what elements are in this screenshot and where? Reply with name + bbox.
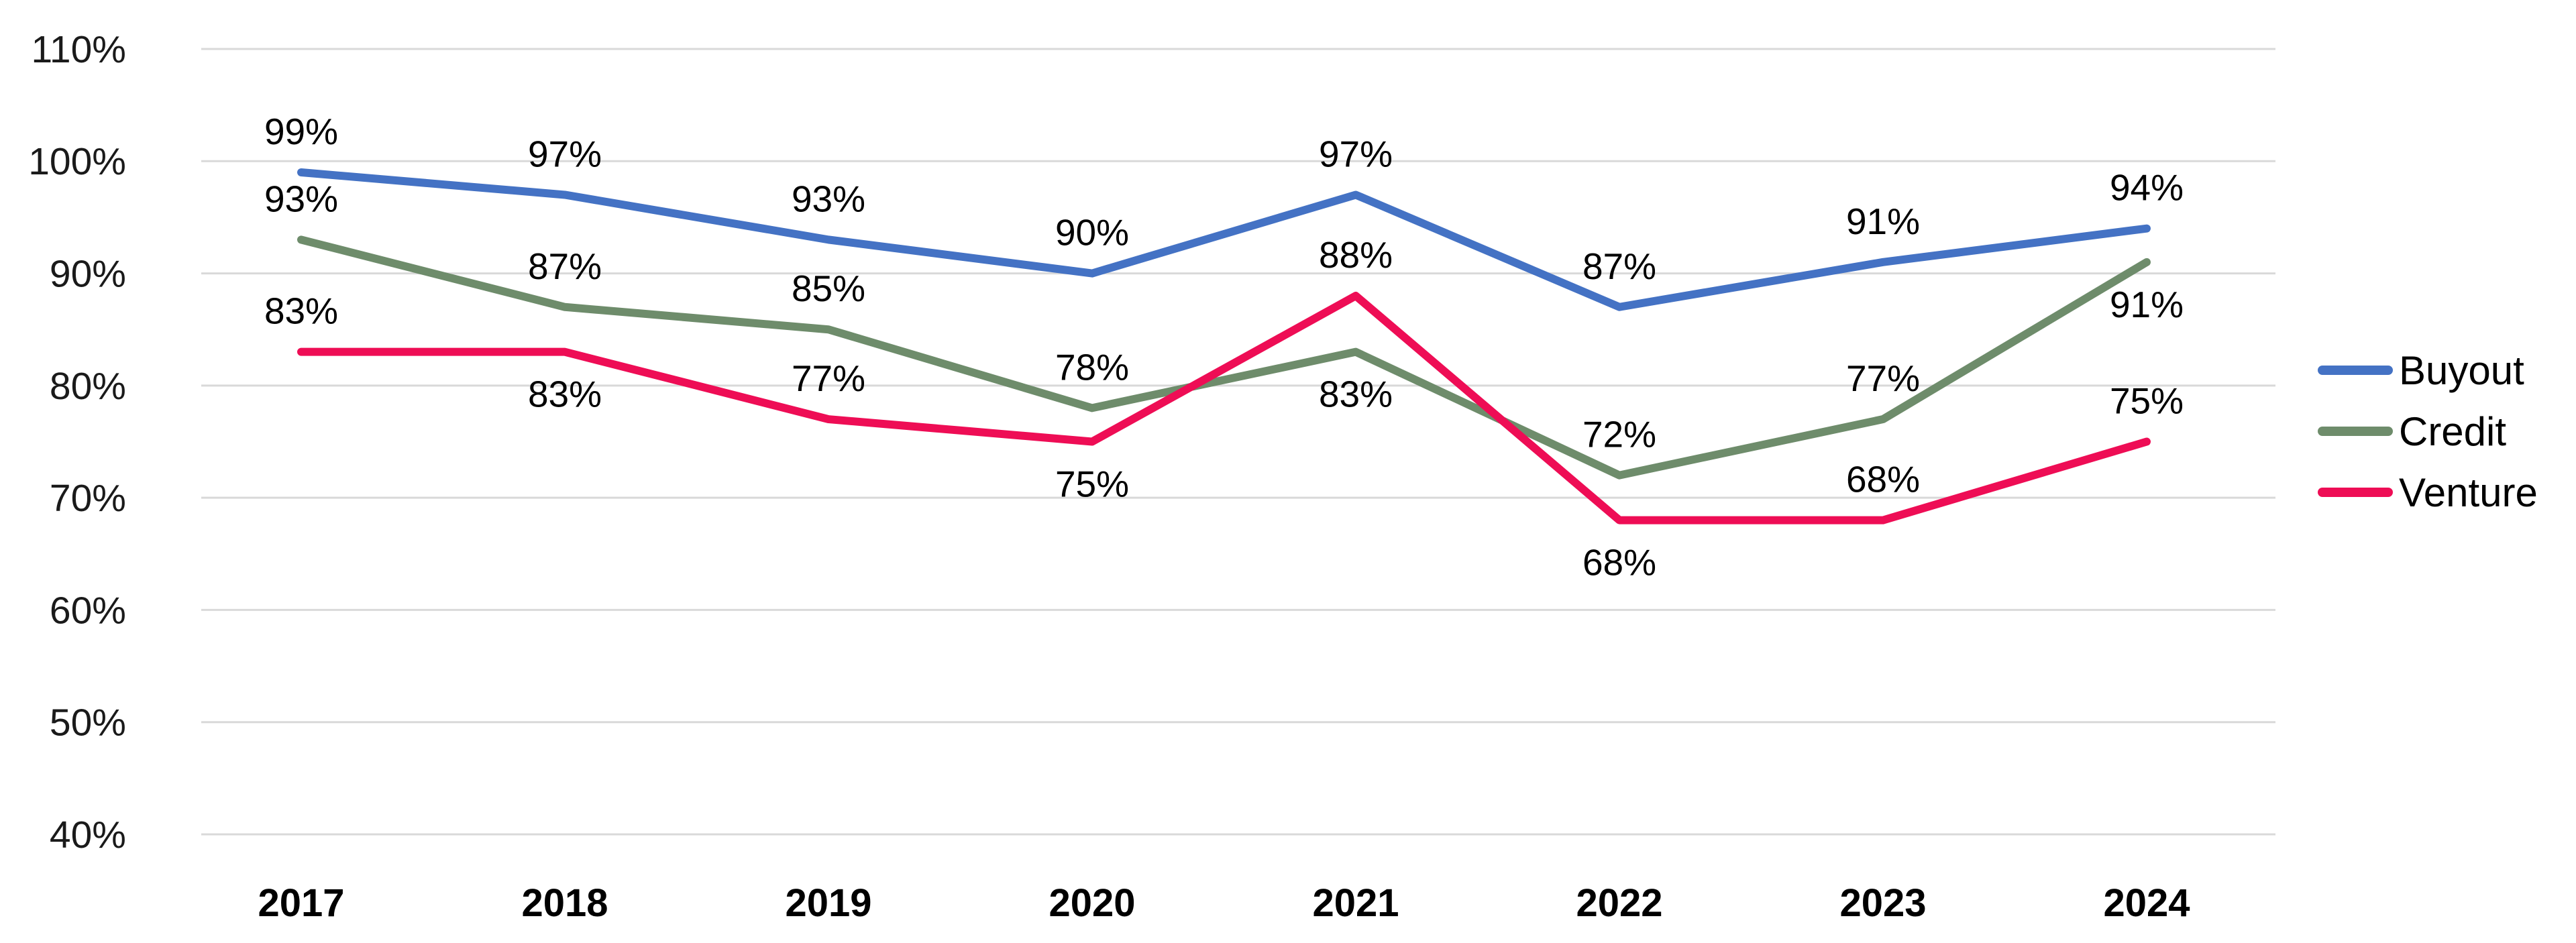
legend-item-buyout: Buyout (2318, 348, 2524, 393)
data-label-venture-2019: 77% (792, 357, 865, 399)
y-tick-label: 60% (50, 589, 126, 632)
data-label-venture-2021: 88% (1319, 234, 1393, 276)
data-label-credit-2020: 78% (1055, 346, 1129, 388)
series-line-credit (297, 235, 2151, 480)
data-label-credit-2024: 91% (2110, 284, 2184, 325)
x-tick-label: 2018 (521, 881, 608, 925)
data-label-venture-2022: 68% (1582, 542, 1656, 584)
series-line-venture (297, 292, 2151, 524)
x-tick-label: 2019 (785, 881, 871, 925)
data-label-venture-2017: 83% (264, 290, 338, 332)
x-tick-label: 2020 (1049, 881, 1135, 925)
data-label-credit-2022: 72% (1582, 414, 1656, 455)
y-tick-label: 50% (50, 702, 126, 744)
data-label-credit-2021: 83% (1319, 374, 1393, 415)
data-label-venture-2023: 68% (1846, 459, 1920, 500)
x-tick-label: 2024 (2103, 881, 2190, 925)
legend-item-credit: Credit (2318, 409, 2506, 454)
data-label-buyout-2024: 94% (2110, 167, 2184, 209)
data-label-buyout-2022: 87% (1582, 245, 1656, 287)
y-tick-label: 80% (50, 365, 126, 408)
y-tick-label: 100% (28, 140, 126, 183)
y-tick-label: 110% (31, 28, 126, 71)
legend-label-venture: Venture (2399, 470, 2538, 515)
x-tick-label: 2021 (1312, 881, 1399, 925)
data-label-venture-2018: 83% (528, 374, 602, 415)
data-label-buyout-2017: 99% (264, 111, 338, 152)
legend-label-buyout: Buyout (2399, 348, 2524, 393)
data-label-buyout-2021: 97% (1319, 133, 1393, 174)
legend-label-credit: Credit (2399, 409, 2506, 454)
data-label-credit-2018: 87% (528, 245, 602, 287)
data-label-buyout-2018: 97% (528, 133, 602, 174)
x-tick-label: 2023 (1839, 881, 1926, 925)
y-tick-label: 70% (50, 477, 126, 520)
data-label-credit-2023: 77% (1846, 357, 1920, 399)
data-label-credit-2017: 93% (264, 178, 338, 219)
x-tick-label: 2017 (258, 881, 344, 925)
series-line-buyout (297, 168, 2151, 311)
data-label-buyout-2023: 91% (1846, 201, 1920, 242)
data-label-credit-2019: 85% (792, 268, 865, 309)
data-label-venture-2020: 75% (1055, 463, 1129, 505)
y-tick-label: 90% (50, 253, 126, 296)
x-tick-label: 2022 (1576, 881, 1662, 925)
data-label-buyout-2019: 93% (792, 178, 865, 219)
legend-item-venture: Venture (2318, 470, 2538, 515)
data-label-venture-2024: 75% (2110, 380, 2184, 422)
y-tick-label: 40% (50, 814, 126, 856)
data-label-buyout-2020: 90% (1055, 212, 1129, 254)
